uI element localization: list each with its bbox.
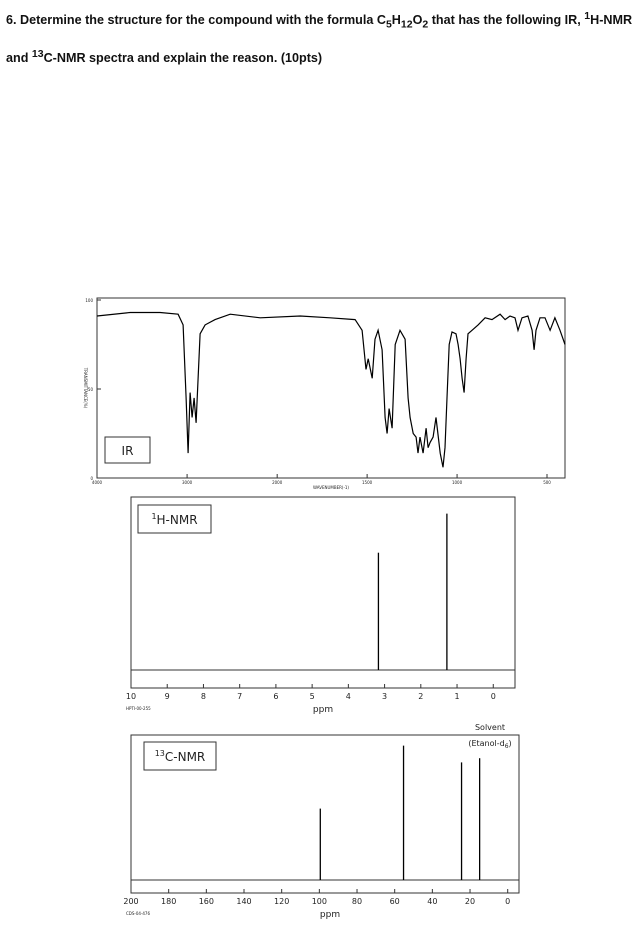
label-box (143, 741, 217, 771)
spectrum-label: 13C-NMR (155, 749, 206, 764)
ir-trace (96, 311, 566, 468)
x-tick-label: 1000 (452, 480, 463, 485)
q-text: O (412, 13, 423, 28)
code: CDS-04-476 (126, 911, 150, 916)
x-tick-label: 140 (236, 897, 251, 906)
label-sup: 1 (151, 512, 156, 521)
x-tick-label: 200 (123, 897, 138, 906)
y-tick-label: 100 (85, 298, 93, 303)
x-tick-label: 3000 (182, 480, 193, 485)
q-text: that has the following IR, (428, 13, 585, 28)
q-sup: 1 (584, 10, 591, 22)
x-tick-label: 4000 (92, 480, 103, 485)
x-tick-label: 160 (199, 897, 214, 906)
x-tick-label: 5 (310, 692, 315, 701)
x-tick-label: 9 (165, 692, 170, 701)
x-tick-label: 500 (543, 480, 551, 485)
annotation: (Etanol-d6) (468, 739, 511, 750)
x-tick-label: 100 (312, 897, 327, 906)
x-axis-label: ppm (313, 705, 333, 715)
question: 6. Determine the structure for the compo… (6, 2, 638, 73)
x-tick-label: 1 (454, 692, 459, 701)
q-text: H-NMR and (6, 13, 633, 65)
y-tick-label: 50 (88, 387, 94, 392)
q-sub: 2 (422, 18, 429, 31)
q-text: H (391, 13, 401, 28)
frame (96, 297, 566, 479)
q-text: 6. Determine the structure for the compo… (6, 13, 386, 28)
x-tick-label: 40 (427, 897, 437, 906)
label-sup: 13 (155, 749, 165, 758)
label-box (104, 436, 151, 464)
y-tick-label: 0 (90, 476, 93, 481)
x-tick-label: 10 (126, 692, 136, 701)
x-tick-label: 20 (465, 897, 475, 906)
q-sub: 5 (385, 18, 392, 31)
label-text: C-NMR (165, 750, 205, 764)
x-tick-label: 120 (274, 897, 289, 906)
q-sub: 12 (400, 18, 413, 31)
x-tick-label: 2 (418, 692, 423, 701)
annotation: Solvent (475, 723, 505, 732)
x-tick-label: 6 (273, 692, 278, 701)
q-text: C-NMR spectra and explain the reason. (1… (43, 50, 323, 65)
x-tick-label: 2000 (272, 480, 283, 485)
x-tick-label: 3 (382, 692, 387, 701)
x-tick-label: 7 (237, 692, 242, 701)
code: HPTI-00-255 (126, 706, 151, 711)
q-sup: 13 (31, 47, 44, 60)
spectrum-label: 1H-NMR (151, 512, 197, 527)
y-axis-label: TRANSMITTANCE(%) (83, 367, 88, 409)
x-axis-label: WAVENUMBER(-1) (313, 485, 349, 490)
x-tick-label: 60 (390, 897, 400, 906)
x-tick-label: 0 (491, 692, 496, 701)
x-tick-label: 1500 (362, 480, 373, 485)
annotation-sub: 6 (505, 743, 509, 750)
frame (130, 496, 516, 689)
label-box (137, 504, 212, 534)
spectrum-label: IR (122, 444, 134, 458)
x-tick-label: 4 (346, 692, 351, 701)
x-tick-label: 80 (352, 897, 362, 906)
x-tick-label: 8 (201, 692, 206, 701)
x-tick-label: 180 (161, 897, 176, 906)
annotation-text: (Etanol-d (468, 739, 504, 748)
frame (130, 734, 520, 894)
x-tick-label: 0 (505, 897, 510, 906)
annotation-text: ) (509, 739, 512, 748)
x-axis-label: ppm (320, 910, 340, 920)
label-text: H-NMR (157, 513, 198, 527)
